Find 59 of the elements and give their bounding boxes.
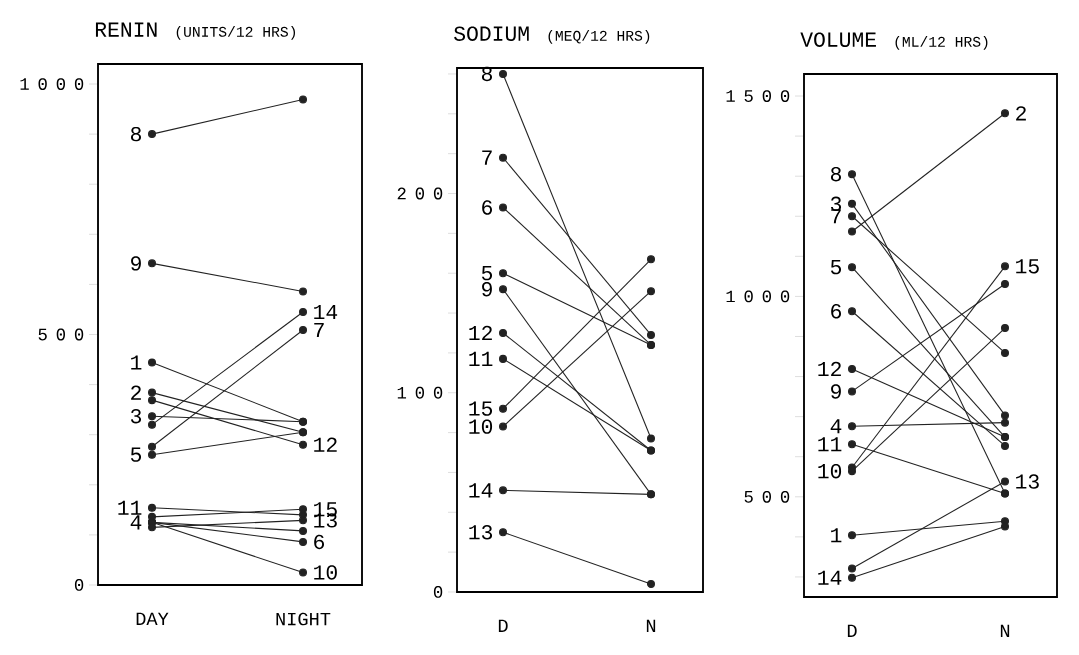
annotation: 1: [831, 528, 842, 543]
x-tick-label: D: [498, 619, 508, 632]
x-tick-label: NIGHT: [276, 612, 331, 626]
y-tick-label: 1 0 0: [397, 386, 443, 399]
annotation: 9: [131, 256, 141, 271]
annotation: 7: [314, 322, 324, 338]
annotation: 11: [818, 437, 842, 452]
annotation: 11: [118, 500, 142, 515]
annotation: 14: [314, 304, 338, 319]
y-tick-label: 1 0 0 0: [726, 290, 790, 303]
annotation: 9: [831, 384, 841, 399]
y-tick-label: 2 0 0: [397, 187, 443, 200]
annotation: 8: [830, 166, 841, 182]
x-tick-label: N: [1000, 624, 1010, 637]
annotation: 7: [482, 150, 492, 165]
annotation: 4: [830, 419, 842, 434]
annotation: 5: [830, 260, 842, 275]
annotation: 6: [831, 304, 842, 319]
x-tick-label: N: [646, 619, 656, 632]
annotation: 3: [130, 408, 142, 424]
annotation: 2: [131, 385, 141, 400]
annotation: 9: [482, 281, 492, 297]
annotation: 7: [831, 209, 841, 224]
x-tick-label: DAY: [136, 612, 169, 625]
annotation: 6: [314, 534, 325, 550]
y-tick-label: 1 5 0 0: [726, 90, 790, 102]
annotation: 13: [1016, 474, 1039, 489]
annotation: 2: [1016, 106, 1026, 121]
annotation: 10: [469, 419, 493, 434]
annotation: 12: [314, 437, 337, 452]
annotation: 5: [481, 266, 493, 281]
chart-title: RENIN: [95, 22, 157, 37]
chart-subtitle: (MEQ/12 HRS): [548, 30, 650, 44]
annotation: 15: [1016, 259, 1039, 274]
chart-subtitle: (ML/12 HRS): [895, 36, 988, 50]
annotation: 1: [131, 355, 142, 370]
annotation: 3: [830, 196, 842, 212]
annotation: 10: [314, 565, 337, 580]
annotation: 14: [469, 483, 493, 498]
y-tick-label: 0: [433, 586, 443, 598]
y-tick-label: 0: [74, 579, 84, 591]
chart-title: VOLUME: [800, 32, 876, 47]
annotation: 15: [469, 401, 493, 416]
chart-subtitle: (UNITS/12 HRS): [176, 26, 296, 40]
annotation: 13: [469, 524, 493, 540]
y-tick-label: 5 0 0: [744, 490, 790, 503]
annotation: 11: [469, 351, 493, 366]
annotation: 8: [130, 126, 141, 142]
y-tick-label: 5 0 0: [38, 328, 84, 341]
annotation: 12: [469, 325, 492, 341]
y-tick-label: 1 0 0 0: [20, 78, 84, 90]
annotation: 12: [818, 361, 841, 377]
annotation: 14: [818, 570, 842, 585]
annotation: 10: [818, 463, 842, 479]
chart-title: SODIUM: [454, 26, 529, 41]
annotation: 4: [130, 515, 142, 530]
annotation: 5: [130, 447, 142, 462]
annotation: 6: [482, 200, 493, 215]
x-tick-label: D: [847, 624, 857, 637]
